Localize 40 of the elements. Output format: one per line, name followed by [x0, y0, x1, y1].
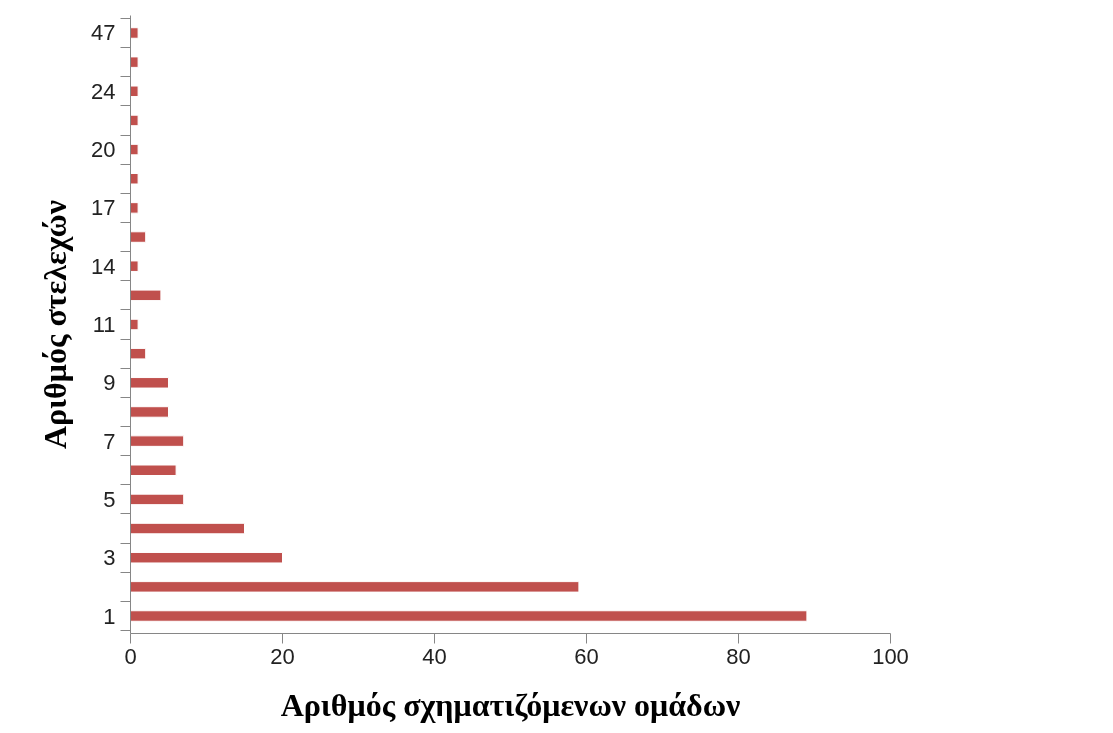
y-tick-label: 20	[91, 137, 116, 163]
bar	[130, 27, 139, 39]
bar	[130, 551, 283, 564]
y-tick-label: 17	[91, 195, 116, 221]
bar	[130, 610, 808, 622]
y-tick-label: 5	[103, 486, 116, 512]
y-tick-label: 14	[91, 253, 116, 279]
x-tick-label: 60	[574, 643, 599, 669]
bar	[130, 143, 139, 156]
x-tick-label: 20	[270, 643, 295, 669]
bar	[130, 289, 162, 302]
bar	[130, 377, 169, 389]
x-tick-label: 100	[872, 643, 909, 669]
bar	[130, 260, 139, 272]
y-tick-label: 9	[103, 370, 116, 396]
bar	[130, 173, 139, 185]
bar	[130, 435, 185, 447]
y-tick-label: 7	[103, 428, 116, 454]
bar	[130, 581, 580, 593]
x-tick-label: 40	[422, 643, 447, 669]
y-tick-label: 11	[92, 312, 116, 337]
y-axis-title: Αριθμός στελεχών	[37, 199, 74, 450]
bar	[130, 464, 177, 476]
bar	[130, 406, 169, 418]
bar	[130, 202, 139, 214]
y-tick-label: 1	[103, 603, 116, 629]
bar	[130, 522, 245, 535]
bar	[130, 56, 139, 68]
y-tick-label: 3	[103, 545, 116, 571]
bar	[130, 493, 185, 506]
y-tick-label: 47	[91, 20, 116, 46]
bar	[130, 231, 147, 243]
bar	[130, 85, 139, 98]
bar	[130, 114, 139, 127]
x-tick-label: 0	[124, 643, 137, 669]
y-tick-label: 24	[91, 78, 116, 104]
x-axis-title: Αριθμός σχηματιζόμενων ομάδων	[280, 686, 741, 723]
x-tick-label: 80	[726, 643, 751, 669]
bar	[130, 318, 139, 331]
bar	[130, 347, 147, 360]
